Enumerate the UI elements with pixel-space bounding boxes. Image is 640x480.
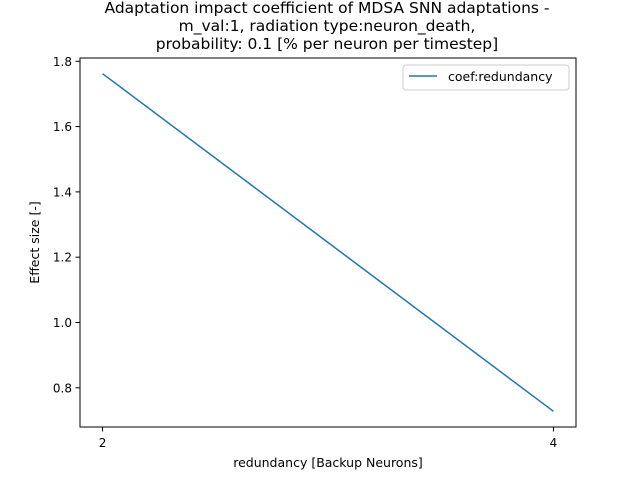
plot-frame (79, 57, 577, 428)
y-tick-label: 1.0 (53, 316, 72, 330)
series-line-coef-redundancy (102, 73, 554, 412)
y-tick-label: 1.2 (53, 251, 72, 265)
y-axis-ticks: 0.8 1.0 1.2 1.4 1.6 1.8 (53, 55, 80, 395)
y-axis-label: Effect size [-] (27, 201, 42, 283)
y-tick-label: 1.4 (53, 185, 72, 199)
chart-title-line-2: m_val:1, radiation type:neuron_death, (179, 17, 476, 36)
chart-title: Adaptation impact coefficient of MDSA SN… (104, 0, 549, 53)
x-axis-label: redundancy [Backup Neurons] (233, 455, 423, 470)
y-tick-label: 1.8 (53, 55, 72, 69)
y-tick-label: 0.8 (53, 381, 72, 395)
x-tick-label: 2 (99, 436, 107, 450)
series-group (102, 73, 554, 412)
x-tick-label: 4 (550, 436, 558, 450)
chart-title-line-1: Adaptation impact coefficient of MDSA SN… (104, 0, 549, 17)
legend-frame (402, 64, 570, 91)
legend-label-coef-redundancy: coef:redundancy (448, 69, 553, 84)
y-tick-label: 1.6 (53, 120, 72, 134)
chart-title-line-3: probability: 0.1 [% per neuron per times… (156, 35, 498, 53)
legend: coef:redundancy (402, 64, 570, 91)
